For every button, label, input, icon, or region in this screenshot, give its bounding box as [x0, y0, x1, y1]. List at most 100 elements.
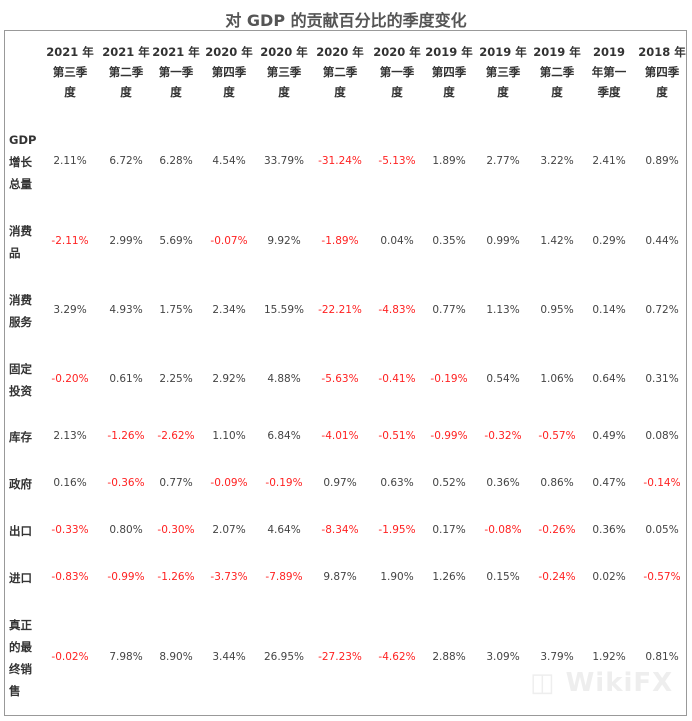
- table-cell: 0.47%: [592, 477, 626, 489]
- table-cell: 0.77%: [159, 477, 193, 489]
- table-cell: -0.08%: [484, 524, 522, 536]
- table-cell: -4.01%: [321, 430, 359, 442]
- table-cell: -0.24%: [538, 571, 576, 583]
- table-cell: -0.32%: [484, 430, 522, 442]
- table-cell: 0.54%: [486, 373, 520, 385]
- table-cell: -1.95%: [378, 524, 416, 536]
- table-cell: 1.75%: [159, 304, 193, 316]
- column-header-line: 第一季: [158, 65, 194, 79]
- table-cell: 2.99%: [109, 235, 143, 247]
- table-cell: 0.05%: [645, 524, 679, 536]
- row-label-line: 售: [9, 684, 21, 698]
- table-cell: -0.57%: [643, 571, 681, 583]
- column-header-line: 第四季: [644, 65, 680, 79]
- table-cell: -0.02%: [51, 651, 89, 663]
- table-cell: 3.44%: [212, 651, 246, 663]
- table-cell: -1.26%: [157, 571, 195, 583]
- column-header-line: 第四季: [431, 65, 467, 79]
- column-header-line: 度: [120, 85, 132, 99]
- table-cell: -0.19%: [430, 373, 468, 385]
- column-header: 2019 年第四季度: [421, 42, 477, 102]
- column-header: 2020 年第二季度: [312, 42, 368, 102]
- column-header-line: 2019: [592, 45, 625, 59]
- column-header: 2021 年第二季度: [98, 42, 154, 102]
- table-cell: 0.97%: [323, 477, 357, 489]
- column-header-line: 季度: [597, 85, 621, 99]
- table-cell: 1.92%: [592, 651, 626, 663]
- table-cell: 1.90%: [380, 571, 414, 583]
- table-cell: 0.29%: [592, 235, 626, 247]
- table-cell: 0.16%: [53, 477, 87, 489]
- table-cell: 0.86%: [540, 477, 574, 489]
- column-header-line: 年第一: [591, 65, 627, 79]
- table-cell: 6.28%: [159, 155, 193, 167]
- row-label-line: 出口: [9, 524, 32, 538]
- table-cell: 1.06%: [540, 373, 574, 385]
- table-cell: -0.07%: [210, 235, 248, 247]
- row-label-line: GDP: [9, 133, 37, 147]
- column-header-line: 度: [656, 85, 668, 99]
- column-header-line: 度: [443, 85, 455, 99]
- table-cell: 0.64%: [592, 373, 626, 385]
- table-cell: 0.02%: [592, 571, 626, 583]
- table-cell: -31.24%: [318, 155, 362, 167]
- table-cell: 7.98%: [109, 651, 143, 663]
- row-label: 出口: [9, 520, 32, 542]
- row-label: 政府: [9, 473, 32, 495]
- row-label-line: 消费: [9, 224, 32, 238]
- column-header: 2020 年第一季度: [369, 42, 425, 102]
- table-cell: 0.52%: [432, 477, 466, 489]
- column-header: 2020 年第四季度: [201, 42, 257, 102]
- row-label-line: 服务: [9, 315, 32, 329]
- table-cell: 4.64%: [267, 524, 301, 536]
- table-cell: 0.31%: [645, 373, 679, 385]
- table-cell: 5.69%: [159, 235, 193, 247]
- column-header: 2018 年第四季度: [634, 42, 690, 102]
- row-label: 固定 投资: [9, 358, 32, 402]
- table-cell: 6.84%: [267, 430, 301, 442]
- table-cell: 9.92%: [267, 235, 301, 247]
- table-cell: 2.34%: [212, 304, 246, 316]
- table-cell: 2.92%: [212, 373, 246, 385]
- column-header-line: 2018 年: [638, 45, 686, 59]
- table-cell: 3.79%: [540, 651, 574, 663]
- column-header-line: 2021 年: [102, 45, 150, 59]
- column-header-line: 2020 年: [316, 45, 364, 59]
- column-header-line: 2021 年: [46, 45, 94, 59]
- row-label: 消费品: [9, 220, 32, 264]
- table-cell: -0.30%: [157, 524, 195, 536]
- table-cell: 0.80%: [109, 524, 143, 536]
- row-label-line: 库存: [9, 430, 32, 444]
- table-cell: -0.14%: [643, 477, 681, 489]
- row-label-line: 投资: [9, 384, 32, 398]
- table-cell: 6.72%: [109, 155, 143, 167]
- table-cell: -4.62%: [378, 651, 416, 663]
- table-cell: 0.63%: [380, 477, 414, 489]
- column-header-line: 度: [391, 85, 403, 99]
- column-header-line: 度: [334, 85, 346, 99]
- table-cell: 0.61%: [109, 373, 143, 385]
- table-cell: 2.41%: [592, 155, 626, 167]
- table-cell: 0.08%: [645, 430, 679, 442]
- row-label-line: 品: [9, 246, 21, 260]
- table-cell: -0.83%: [51, 571, 89, 583]
- table-cell: -0.26%: [538, 524, 576, 536]
- column-header: 2019 年第三季度: [475, 42, 531, 102]
- column-header-line: 第三季: [52, 65, 88, 79]
- column-header: 2021 年第一季度: [148, 42, 204, 102]
- table-cell: 4.93%: [109, 304, 143, 316]
- table-cell: 2.13%: [53, 430, 87, 442]
- table-cell: -3.73%: [210, 571, 248, 583]
- table-cell: -0.19%: [265, 477, 303, 489]
- table-cell: 0.81%: [645, 651, 679, 663]
- column-header-line: 第二季: [322, 65, 358, 79]
- column-header-line: 第二季: [539, 65, 575, 79]
- table-cell: 15.59%: [263, 304, 305, 316]
- table-frame: [4, 30, 687, 716]
- table-title: 对 GDP 的贡献百分比的季度变化: [225, 11, 467, 30]
- column-header-line: 2020 年: [260, 45, 308, 59]
- table-cell: 1.42%: [540, 235, 574, 247]
- column-header: 2020 年第三季度: [256, 42, 312, 102]
- row-label-line: 固定: [9, 362, 32, 376]
- table-cell: -4.83%: [378, 304, 416, 316]
